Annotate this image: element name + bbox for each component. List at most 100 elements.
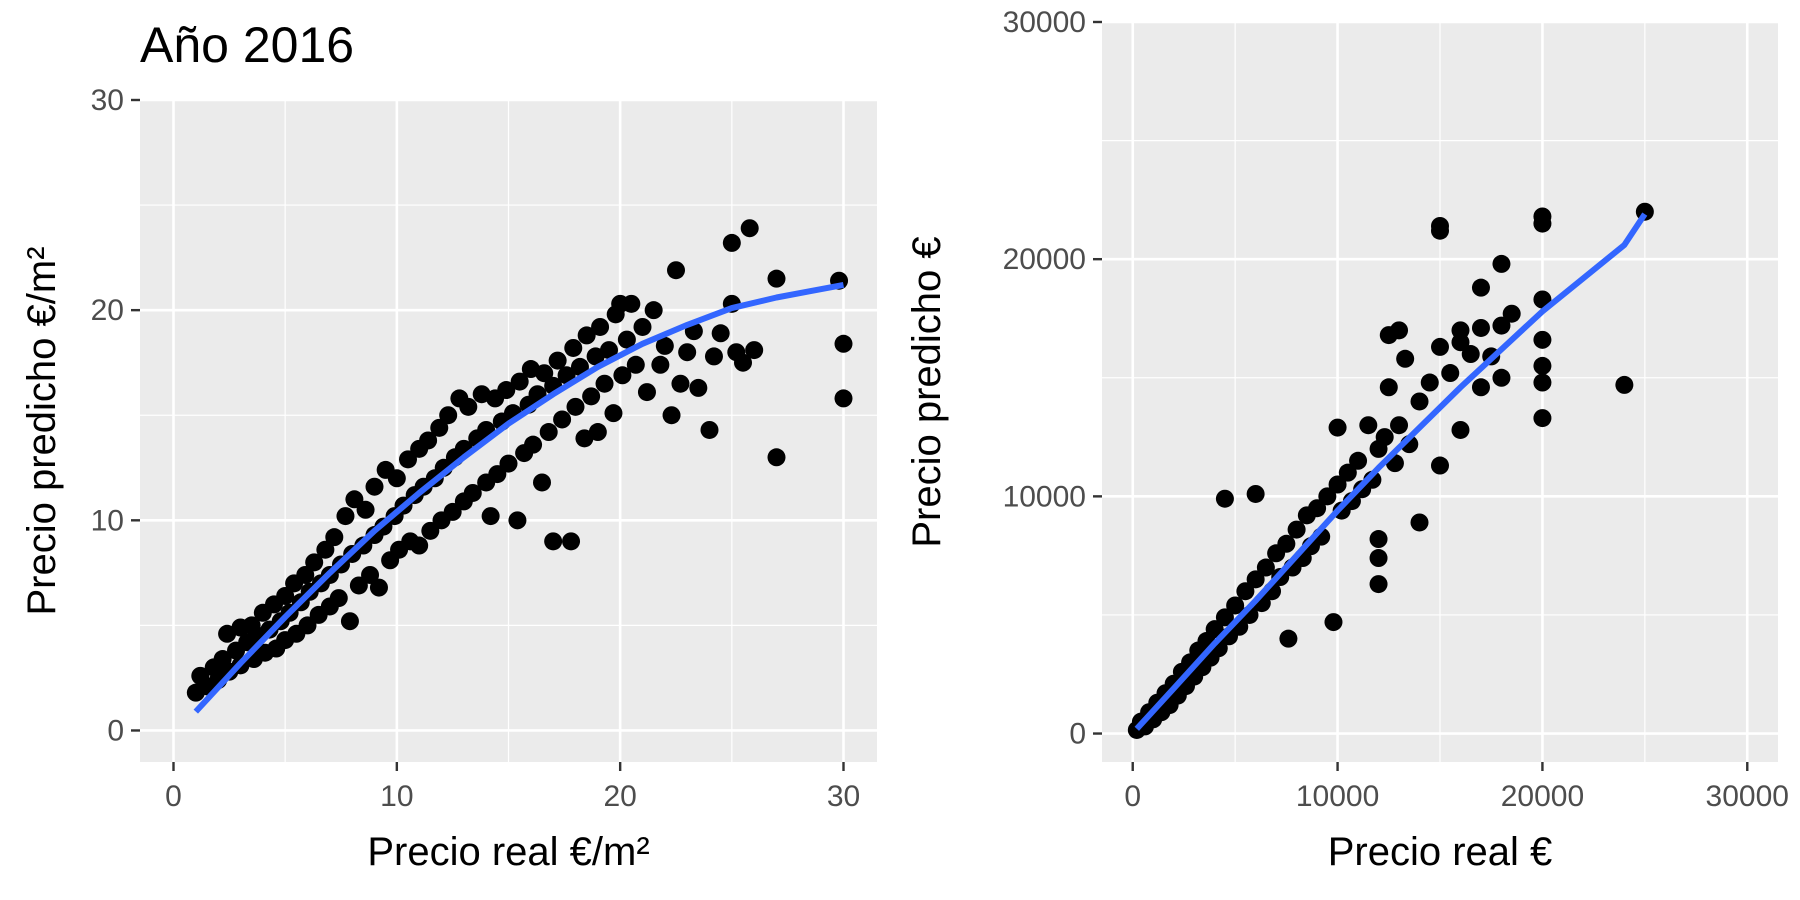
left-data-point	[582, 387, 601, 406]
left-y-tick-label: 0	[107, 714, 124, 747]
right-data-point	[1410, 392, 1429, 411]
left-data-point	[365, 477, 384, 496]
left-data-point	[508, 511, 527, 530]
left-data-point	[439, 406, 458, 425]
right-data-point	[1533, 330, 1552, 349]
left-data-point	[834, 334, 853, 353]
right-data-point	[1226, 596, 1245, 615]
left-data-point	[361, 565, 380, 584]
left-data-point	[671, 374, 690, 393]
left-data-point	[410, 536, 429, 555]
right-data-point	[1205, 620, 1224, 639]
right-data-point	[1390, 416, 1409, 435]
left-data-point	[562, 532, 581, 551]
left-data-point	[637, 383, 656, 402]
right-data-point	[1359, 416, 1378, 435]
right-data-point	[1451, 420, 1470, 439]
right-data-point	[1287, 520, 1306, 539]
left-data-point	[544, 532, 563, 551]
left-data-point	[387, 469, 406, 488]
left-data-point	[678, 343, 697, 362]
left-panel-price-per-m2: 0 10 20 30 0 10 20 30 Precio real €/m² Precio pre…	[20, 84, 877, 874]
left-data-point	[316, 540, 335, 559]
right-x-tick-label: 30000	[1706, 780, 1789, 813]
right-data-point	[1441, 364, 1460, 383]
right-data-point	[1471, 278, 1490, 297]
right-data-point	[1318, 487, 1337, 506]
left-data-point	[325, 528, 344, 547]
left-data-point	[419, 431, 438, 450]
right-data-point	[1246, 484, 1265, 503]
right-data-point	[1502, 304, 1521, 323]
left-data-point	[745, 341, 764, 360]
left-data-point	[535, 364, 554, 383]
left-data-point	[626, 355, 645, 374]
left-data-point	[430, 418, 449, 437]
right-data-point	[1492, 254, 1511, 273]
left-data-point	[700, 420, 719, 439]
right-data-point	[1236, 582, 1255, 601]
right-data-point	[1308, 499, 1327, 518]
right-data-point	[1431, 221, 1449, 240]
right-data-point	[1420, 373, 1439, 392]
left-data-point	[276, 586, 295, 605]
left-data-point	[711, 324, 730, 343]
left-data-point	[296, 565, 315, 584]
left-data-point	[613, 366, 632, 385]
right-data-point	[1338, 463, 1357, 482]
left-data-point	[499, 454, 518, 473]
left-data-point	[617, 330, 636, 349]
left-data-point	[740, 219, 759, 238]
left-data-point	[689, 378, 708, 397]
figure-title: Año 2016	[140, 17, 354, 73]
left-data-point	[662, 406, 681, 425]
left-data-point	[463, 483, 482, 502]
left-y-tick-label: 30	[91, 84, 124, 117]
right-data-point	[1533, 214, 1552, 233]
left-x-tick-label: 10	[380, 780, 413, 813]
left-y-tick-label: 20	[91, 294, 124, 327]
left-data-point	[497, 381, 516, 400]
left-data-point	[564, 338, 583, 357]
right-y-tick-label: 10000	[1003, 480, 1086, 513]
left-data-point	[340, 612, 359, 631]
right-data-point	[1277, 534, 1296, 553]
left-data-point	[305, 553, 324, 572]
right-data-point	[1215, 608, 1234, 627]
right-data-point	[1471, 318, 1490, 337]
left-y-tick-label: 10	[91, 504, 124, 537]
right-data-point	[1215, 489, 1234, 508]
left-data-point	[356, 500, 375, 519]
left-data-point	[633, 317, 652, 336]
right-data-point	[1328, 418, 1347, 437]
right-x-tick-label: 10000	[1296, 780, 1379, 813]
left-data-point	[539, 423, 558, 442]
left-data-point	[218, 624, 237, 643]
right-data-point	[1431, 456, 1449, 475]
left-data-point	[553, 410, 572, 429]
right-data-point	[1533, 356, 1552, 375]
left-data-point	[586, 347, 605, 366]
left-x-axis-label: Precio real €/m²	[367, 830, 649, 874]
left-data-point	[459, 397, 478, 416]
right-data-point	[1451, 321, 1470, 340]
right-y-tick-label: 30000	[1003, 6, 1086, 39]
left-data-point	[575, 429, 594, 448]
right-data-point	[1471, 378, 1490, 397]
left-data-point	[600, 341, 618, 360]
left-data-point	[591, 317, 610, 336]
left-data-point	[622, 294, 641, 313]
left-data-point	[336, 507, 355, 526]
left-data-point	[524, 435, 543, 454]
right-data-point	[1410, 513, 1429, 532]
left-x-tick-label: 0	[165, 780, 182, 813]
right-data-point	[1369, 575, 1388, 594]
right-data-point	[1369, 549, 1388, 568]
left-data-point	[734, 353, 752, 372]
left-data-point	[704, 347, 723, 366]
left-data-point	[722, 233, 741, 252]
left-data-point	[767, 269, 786, 288]
right-data-point	[1492, 368, 1511, 387]
right-data-point	[1349, 451, 1368, 470]
